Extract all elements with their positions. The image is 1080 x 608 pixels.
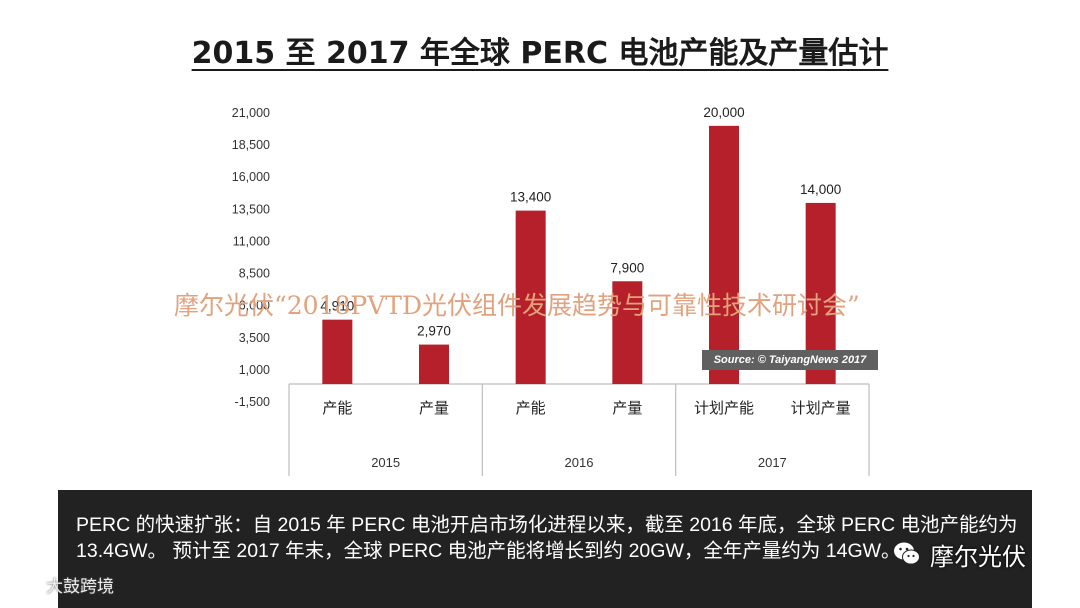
bar: [322, 319, 353, 384]
group-label: 2015: [371, 455, 400, 470]
bar-value-label: 20,000: [703, 105, 744, 120]
bar-value-label: 14,000: [800, 182, 841, 197]
bar: [709, 125, 739, 384]
weibo-label: 大鼓跨境: [46, 576, 114, 597]
source-label: Source: © TaiyangNews 2017: [702, 350, 878, 370]
category-label: 计划产量: [791, 399, 851, 417]
weibo-badge: 大鼓跨境: [2, 570, 114, 598]
y-tick-label: 6,000: [239, 299, 270, 313]
bar: [515, 210, 546, 384]
bar-value-label: 2,970: [417, 324, 451, 339]
chart-title: 2015 至 2017 年全球 PERC 电池产能及产量估计: [191, 36, 889, 71]
group-label: 2017: [758, 455, 787, 470]
y-tick-label: 1,000: [239, 363, 270, 377]
watermark-text: 摩尔光伏“2018PVTD光伏组件发展趋势与可靠性技术研讨会”: [174, 291, 860, 320]
bar: [612, 281, 643, 384]
category-label: 产量: [419, 399, 449, 417]
y-tick-label: 3,500: [239, 331, 270, 345]
y-tick-label: 11,000: [233, 234, 270, 248]
y-tick-label: 16,000: [232, 170, 270, 184]
caption-text: PERC 的快速扩张：自 2015 年 PERC 电池开启市场化进程以来，截至 …: [76, 514, 1018, 562]
wechat-icon: [894, 542, 920, 565]
y-tick-label: -1,500: [235, 395, 270, 409]
bar-value-label: 4,910: [320, 299, 354, 314]
bar-chart: 21,000 18,500 16,000 13,500 11,000 8,500 6,000…: [232, 105, 870, 476]
category-label: 计划产能: [694, 399, 754, 417]
y-tick-label: 8,500: [239, 267, 270, 281]
bar-value-label: 7,900: [610, 260, 644, 275]
category-label: 产能: [322, 399, 352, 417]
category-label: 产量: [612, 399, 642, 417]
bar: [419, 344, 449, 384]
y-tick-label: 21,000: [232, 106, 270, 120]
wechat-badge: 摩尔光伏: [892, 538, 1026, 571]
bar-value-label: 13,400: [510, 190, 551, 205]
wechat-label: 摩尔光伏: [930, 542, 1026, 571]
y-tick-label: 18,500: [232, 138, 270, 152]
caption-box: PERC 的快速扩张：自 2015 年 PERC 电池开启市场化进程以来，截至 …: [58, 490, 1032, 608]
group-label: 2016: [565, 455, 594, 470]
category-label: 产能: [516, 399, 546, 417]
weibo-icon: [4, 571, 41, 596]
y-tick-label: 13,500: [232, 202, 270, 216]
